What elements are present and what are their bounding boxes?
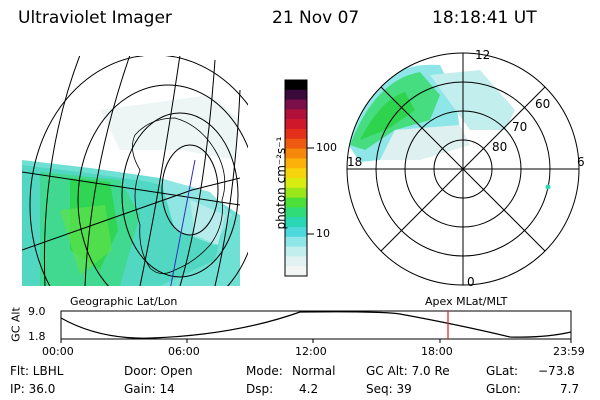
lat-label-70: 70 bbox=[512, 120, 528, 134]
colorbar-segment bbox=[285, 138, 307, 150]
glat-value: −73.8 bbox=[538, 364, 575, 378]
colorbar-segment bbox=[285, 178, 307, 189]
colorbar-segment bbox=[285, 197, 307, 208]
x-tick: 18:00 bbox=[421, 345, 453, 358]
time-label: 18:18:41 UT bbox=[432, 8, 537, 28]
colorbar-segment bbox=[285, 80, 307, 91]
y-tick-low: 1.8 bbox=[28, 330, 46, 343]
colorbar-segment bbox=[285, 168, 307, 179]
lat-label-80: 80 bbox=[492, 140, 508, 154]
colorbar-segment bbox=[285, 246, 307, 257]
x-tick: 00:00 bbox=[42, 345, 74, 358]
gc-alt-label: GC Alt: 7.0 Re bbox=[366, 364, 450, 378]
filter-label: Flt: LBHL bbox=[10, 364, 64, 378]
colorbar-segment bbox=[285, 187, 307, 199]
colorbar-tick: 100 bbox=[316, 141, 337, 154]
date-label: 21 Nov 07 bbox=[272, 8, 360, 28]
dsp-value: 4.2 bbox=[299, 382, 319, 396]
glon-key: GLon: bbox=[486, 382, 521, 396]
altitude-curve bbox=[60, 311, 572, 339]
ip-label: IP: 36.0 bbox=[10, 382, 56, 396]
colorbar-segment bbox=[285, 89, 307, 101]
mlt-label-12: 12 bbox=[475, 48, 491, 62]
colorbar-segment bbox=[285, 207, 307, 218]
colorbar-segment bbox=[285, 236, 307, 248]
geographic-caption: Geographic Lat/Lon bbox=[70, 295, 178, 308]
mlt-label-18: 18 bbox=[347, 155, 363, 169]
colorbar-segment bbox=[285, 99, 307, 110]
orbit-plot-frame bbox=[60, 310, 572, 340]
colorbar-segment bbox=[285, 129, 307, 140]
colorbar-segment bbox=[285, 217, 307, 228]
colorbar-segment bbox=[285, 148, 307, 159]
colorbar-segment bbox=[285, 158, 307, 169]
colorbar-segment bbox=[285, 256, 307, 267]
glat-key: GLat: bbox=[486, 364, 519, 378]
y-tick-high: 9.0 bbox=[28, 305, 46, 318]
mode-value: Normal bbox=[292, 364, 336, 378]
glon-value: 7.7 bbox=[560, 382, 580, 396]
x-tick: 06:00 bbox=[168, 345, 200, 358]
gain-label: Gain: 14 bbox=[124, 382, 175, 396]
mlt-label-0: 0 bbox=[467, 275, 475, 289]
mode-key: Mode: bbox=[246, 364, 283, 378]
colorbar-tick: 10 bbox=[316, 227, 330, 240]
mlt-label-6: 6 bbox=[577, 155, 585, 169]
colorbar-segment bbox=[285, 109, 307, 120]
instrument-title: Ultraviolet Imager bbox=[18, 8, 172, 28]
data-point bbox=[545, 184, 551, 190]
colorbar bbox=[285, 80, 307, 277]
colorbar-segment bbox=[285, 119, 307, 130]
x-tick: 23:59 bbox=[553, 345, 585, 358]
dsp-key: Dsp: bbox=[246, 382, 274, 396]
gc-alt-axis-label: GC Alt bbox=[9, 307, 23, 342]
apex-caption: Apex MLat/MLT bbox=[425, 295, 508, 308]
lat-label-60: 60 bbox=[535, 97, 551, 111]
colorbar-segment bbox=[285, 266, 307, 277]
seq-label: Seq: 39 bbox=[366, 382, 412, 396]
door-label: Door: Open bbox=[124, 364, 193, 378]
colorbar-unit: photon cm⁻²s⁻¹ bbox=[274, 136, 288, 230]
x-tick: 12:00 bbox=[295, 345, 327, 358]
colorbar-segment bbox=[285, 227, 307, 238]
